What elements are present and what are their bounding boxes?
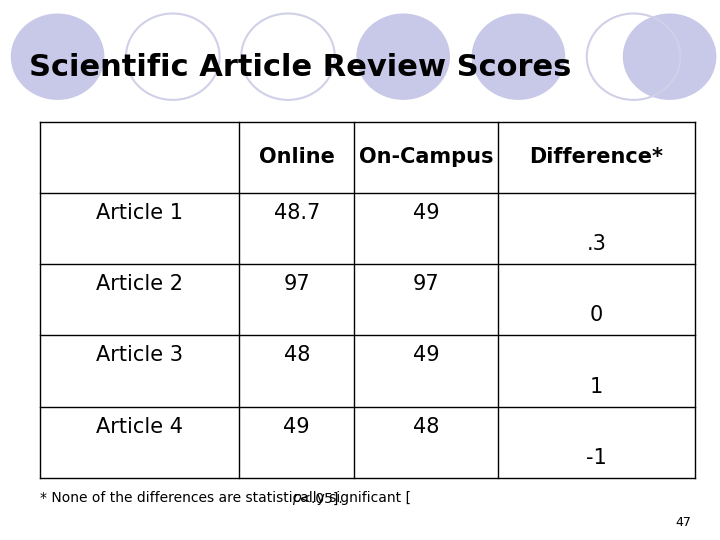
Text: Article 3: Article 3 <box>96 345 183 365</box>
Text: 48: 48 <box>284 345 310 365</box>
Text: On-Campus: On-Campus <box>359 147 493 167</box>
Text: 49: 49 <box>413 345 439 365</box>
Text: Online: Online <box>258 147 335 167</box>
Text: 1: 1 <box>590 377 603 397</box>
Text: 0: 0 <box>590 306 603 326</box>
Text: 47: 47 <box>675 516 691 529</box>
Text: 48.7: 48.7 <box>274 202 320 222</box>
Text: 97: 97 <box>413 274 439 294</box>
Text: 49: 49 <box>284 416 310 436</box>
Text: 49: 49 <box>413 202 439 222</box>
Text: * None of the differences are statistically significant [: * None of the differences are statistica… <box>40 491 410 505</box>
Text: Scientific Article Review Scores: Scientific Article Review Scores <box>29 53 571 82</box>
Text: .3: .3 <box>587 234 606 254</box>
Text: Difference*: Difference* <box>529 147 664 167</box>
Text: -1: -1 <box>586 448 607 468</box>
Text: Article 4: Article 4 <box>96 416 183 436</box>
Text: 97: 97 <box>284 274 310 294</box>
Text: 48: 48 <box>413 416 439 436</box>
Text: <.05].: <.05]. <box>295 491 343 505</box>
Text: Article 2: Article 2 <box>96 274 183 294</box>
Text: Article 1: Article 1 <box>96 202 183 222</box>
Text: p: p <box>292 491 301 505</box>
